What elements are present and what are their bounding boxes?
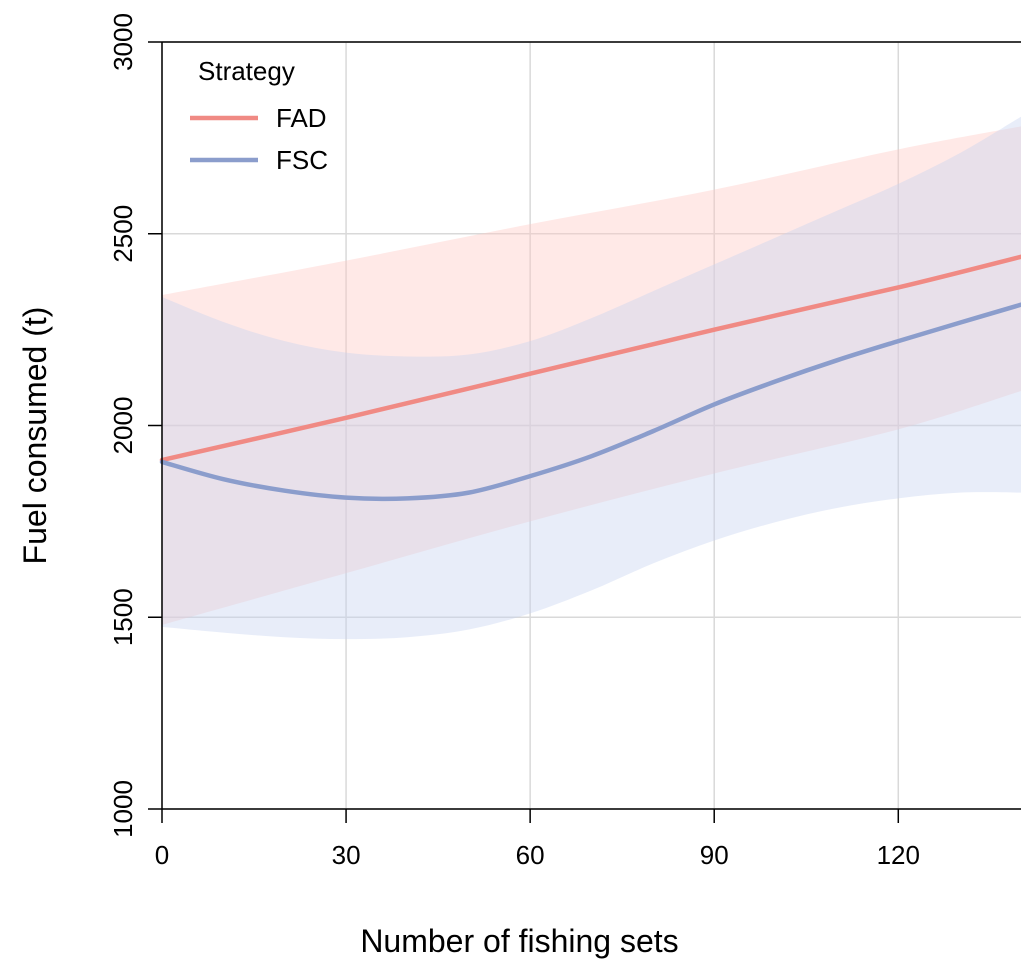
x-tick-label: 30 — [332, 840, 361, 870]
legend-label-fad: FAD — [276, 103, 327, 133]
y-tick-label: 2000 — [108, 397, 138, 455]
y-tick-label: 1500 — [108, 588, 138, 646]
y-tick-label: 1000 — [108, 780, 138, 838]
y-axis-title: Fuel consumed (t) — [17, 307, 53, 565]
axes: 0 30 60 90 120 1000 1500 2000 2500 3000 — [108, 13, 1021, 870]
confidence-bands — [162, 116, 1021, 640]
legend-title: Strategy — [198, 56, 295, 86]
line-fad — [159, 254, 1021, 463]
y-tick-label: 2500 — [108, 205, 138, 263]
x-tick-label: 120 — [877, 840, 920, 870]
series-lines — [159, 254, 1021, 502]
y-tick-label: 3000 — [108, 13, 138, 71]
band-fsc — [162, 116, 1021, 640]
legend-label-fsc: FSC — [276, 145, 328, 175]
x-axis-title: Number of fishing sets — [360, 923, 678, 959]
x-tick-label: 0 — [155, 840, 169, 870]
legend: Strategy FAD FSC — [190, 56, 328, 175]
x-tick-label: 60 — [516, 840, 545, 870]
line-fsc — [159, 302, 1021, 502]
x-tick-label: 90 — [700, 840, 729, 870]
